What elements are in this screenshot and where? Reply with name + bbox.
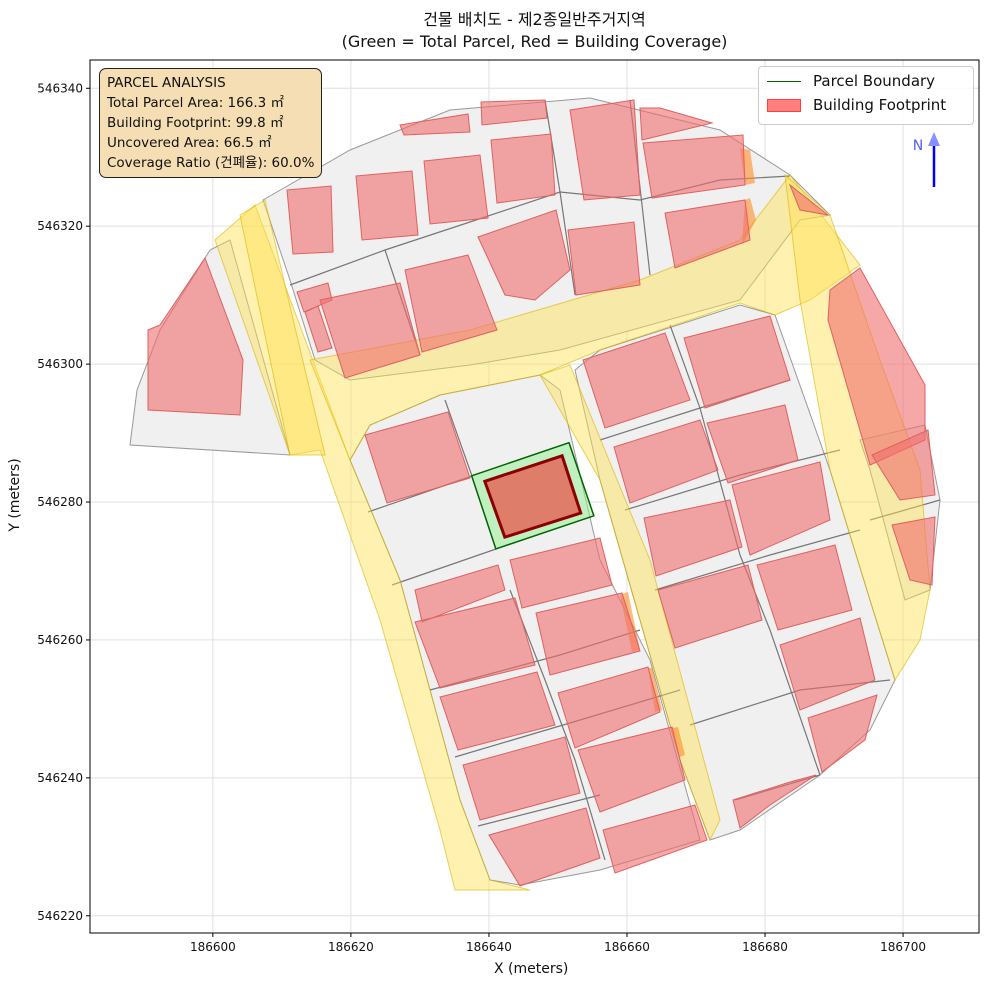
neighbor-building: [488, 807, 601, 887]
x-tick-label: 186600: [190, 940, 236, 954]
road: [539, 364, 721, 842]
neighbor-building: [477, 209, 571, 301]
neighbor-building: [304, 305, 333, 353]
neighbor-building: [639, 107, 714, 141]
neighbor-building: [319, 282, 421, 379]
neighbor-building: [569, 99, 641, 201]
neighbor-building: [871, 429, 936, 501]
lot-line: [391, 548, 497, 586]
ticks: 186600 186620 186640 186660 186680 186700 5462…: [37, 81, 926, 954]
north-arrow: N: [913, 132, 940, 187]
road: [239, 199, 326, 456]
legend-patch-swatch: [767, 98, 801, 112]
info-heading: PARCEL ANALYSIS: [107, 75, 226, 91]
neighbor-building: [891, 516, 936, 586]
legend-label: Building Footprint: [813, 96, 947, 114]
roads: [214, 173, 931, 891]
x-tick-label: 186640: [466, 940, 512, 954]
axes-frame: [89, 59, 980, 934]
y-tick-label: 546340: [37, 81, 83, 95]
info-uncovered: Uncovered Area: 66.5 ㎡: [107, 135, 272, 151]
neighbor-buildings: [147, 99, 936, 887]
neighbor-building: [788, 183, 829, 216]
lot-line: [477, 794, 601, 827]
chart-title-line1: 건물 배치도 - 제2종일반주거지역: [423, 10, 646, 29]
legend-label: Parcel Boundary: [813, 72, 936, 90]
neighbor-building: [756, 544, 853, 631]
x-tick-label: 186680: [742, 940, 788, 954]
neighbor-building: [567, 221, 641, 296]
legend: Parcel Boundary Building Footprint: [758, 66, 974, 125]
neighbor-building: [439, 671, 556, 751]
lot-line: [544, 99, 576, 296]
neighbor-building: [480, 99, 548, 126]
legend-line-swatch: [767, 80, 801, 82]
neighbor-building: [509, 537, 613, 609]
road: [309, 174, 861, 462]
y-tick-label: 546220: [37, 909, 83, 923]
neighbor-building: [577, 726, 686, 813]
neighbor-building: [355, 170, 419, 241]
overlap-patch: [672, 727, 685, 757]
north-arrow-head: [928, 132, 940, 146]
neighbor-building: [642, 134, 746, 199]
neighbor-building: [613, 419, 719, 504]
y-tick-label: 546300: [37, 357, 83, 371]
lot-line: [869, 499, 941, 521]
neighbor-building: [557, 666, 661, 749]
info-coverage: Coverage Ratio (건폐율): 60.0%: [107, 155, 315, 171]
neighbor-building: [732, 774, 817, 829]
lot-line: [654, 529, 861, 591]
neighbor-building: [147, 256, 244, 416]
neighbor-building: [731, 461, 831, 556]
x-tick-label: 186700: [880, 940, 926, 954]
x-tick-label: 186660: [604, 940, 650, 954]
info-footprint: Building Footprint: 99.8 ㎡: [107, 115, 284, 131]
legend-item-parcel: Parcel Boundary: [767, 72, 935, 90]
neighbor-building: [462, 736, 581, 821]
neighbor-building: [399, 113, 471, 136]
neighbor-building: [664, 199, 751, 269]
y-tick-label: 546260: [37, 633, 83, 647]
neighbor-building: [414, 564, 506, 623]
neighbor-building: [657, 564, 763, 649]
neighbor-building: [582, 332, 691, 429]
subject-parcel-marks: [470, 441, 595, 550]
neighbor-building: [602, 804, 708, 874]
neighbor-building: [706, 404, 799, 484]
neighbor-building: [404, 254, 498, 353]
x-axis-label: X (meters): [494, 961, 569, 977]
lot-line: [669, 324, 821, 776]
neighbor-building: [779, 617, 876, 711]
y-axis-label: Y (meters): [7, 458, 23, 532]
y-tick-label: 546240: [37, 771, 83, 785]
y-tick-label: 546280: [37, 495, 83, 509]
neighbor-building: [490, 133, 556, 204]
neighbor-building: [807, 694, 878, 773]
neighbor-building: [414, 597, 536, 689]
lot-line: [509, 589, 606, 861]
parcel-analysis-box: PARCEL ANALYSIS Total Parcel Area: 166.3…: [99, 68, 323, 178]
neighbor-building: [423, 154, 489, 225]
info-total-area: Total Parcel Area: 166.3 ㎡: [107, 95, 284, 111]
building-footprint: [482, 453, 583, 540]
neighbor-building: [364, 411, 471, 504]
legend-item-building: Building Footprint: [767, 96, 946, 114]
y-tick-label: 546320: [37, 219, 83, 233]
neighbor-building: [535, 592, 641, 676]
north-label: N: [913, 138, 923, 154]
chart-title-line2: (Green = Total Parcel, Red = Building Co…: [341, 32, 728, 51]
lot-line: [444, 399, 473, 477]
neighbor-building: [286, 185, 334, 255]
x-tick-label: 186620: [328, 940, 374, 954]
neighbor-building: [683, 315, 791, 409]
neighbor-building: [643, 499, 743, 577]
